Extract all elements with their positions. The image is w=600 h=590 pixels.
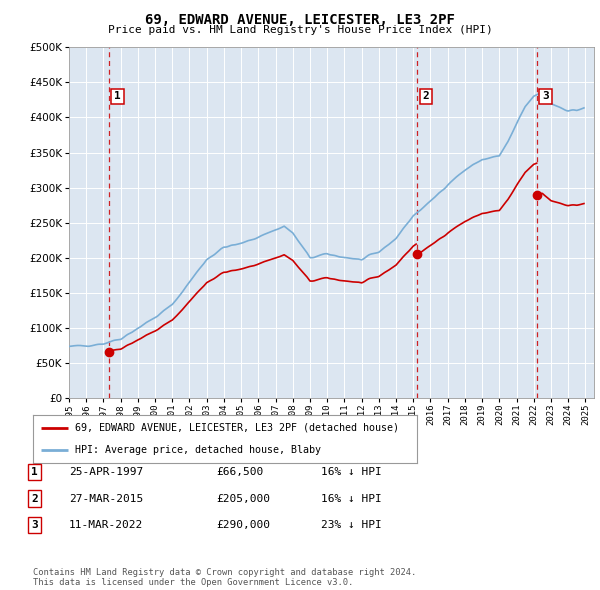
Text: 69, EDWARD AVENUE, LEICESTER, LE3 2PF (detached house): 69, EDWARD AVENUE, LEICESTER, LE3 2PF (d… bbox=[75, 423, 399, 433]
Text: HPI: Average price, detached house, Blaby: HPI: Average price, detached house, Blab… bbox=[75, 445, 321, 455]
Text: 27-MAR-2015: 27-MAR-2015 bbox=[69, 494, 143, 503]
Text: 25-APR-1997: 25-APR-1997 bbox=[69, 467, 143, 477]
Text: 11-MAR-2022: 11-MAR-2022 bbox=[69, 520, 143, 530]
Text: 2: 2 bbox=[31, 494, 38, 503]
Text: 3: 3 bbox=[542, 91, 549, 101]
Text: Price paid vs. HM Land Registry's House Price Index (HPI): Price paid vs. HM Land Registry's House … bbox=[107, 25, 493, 35]
Text: 2: 2 bbox=[422, 91, 430, 101]
Text: £205,000: £205,000 bbox=[216, 494, 270, 503]
Text: 69, EDWARD AVENUE, LEICESTER, LE3 2PF: 69, EDWARD AVENUE, LEICESTER, LE3 2PF bbox=[145, 13, 455, 27]
Text: 1: 1 bbox=[114, 91, 121, 101]
Text: 16% ↓ HPI: 16% ↓ HPI bbox=[321, 494, 382, 503]
Text: 16% ↓ HPI: 16% ↓ HPI bbox=[321, 467, 382, 477]
Text: £66,500: £66,500 bbox=[216, 467, 263, 477]
Text: £290,000: £290,000 bbox=[216, 520, 270, 530]
Text: Contains HM Land Registry data © Crown copyright and database right 2024.
This d: Contains HM Land Registry data © Crown c… bbox=[33, 568, 416, 587]
Text: 1: 1 bbox=[31, 467, 38, 477]
Text: 23% ↓ HPI: 23% ↓ HPI bbox=[321, 520, 382, 530]
Text: 3: 3 bbox=[31, 520, 38, 530]
